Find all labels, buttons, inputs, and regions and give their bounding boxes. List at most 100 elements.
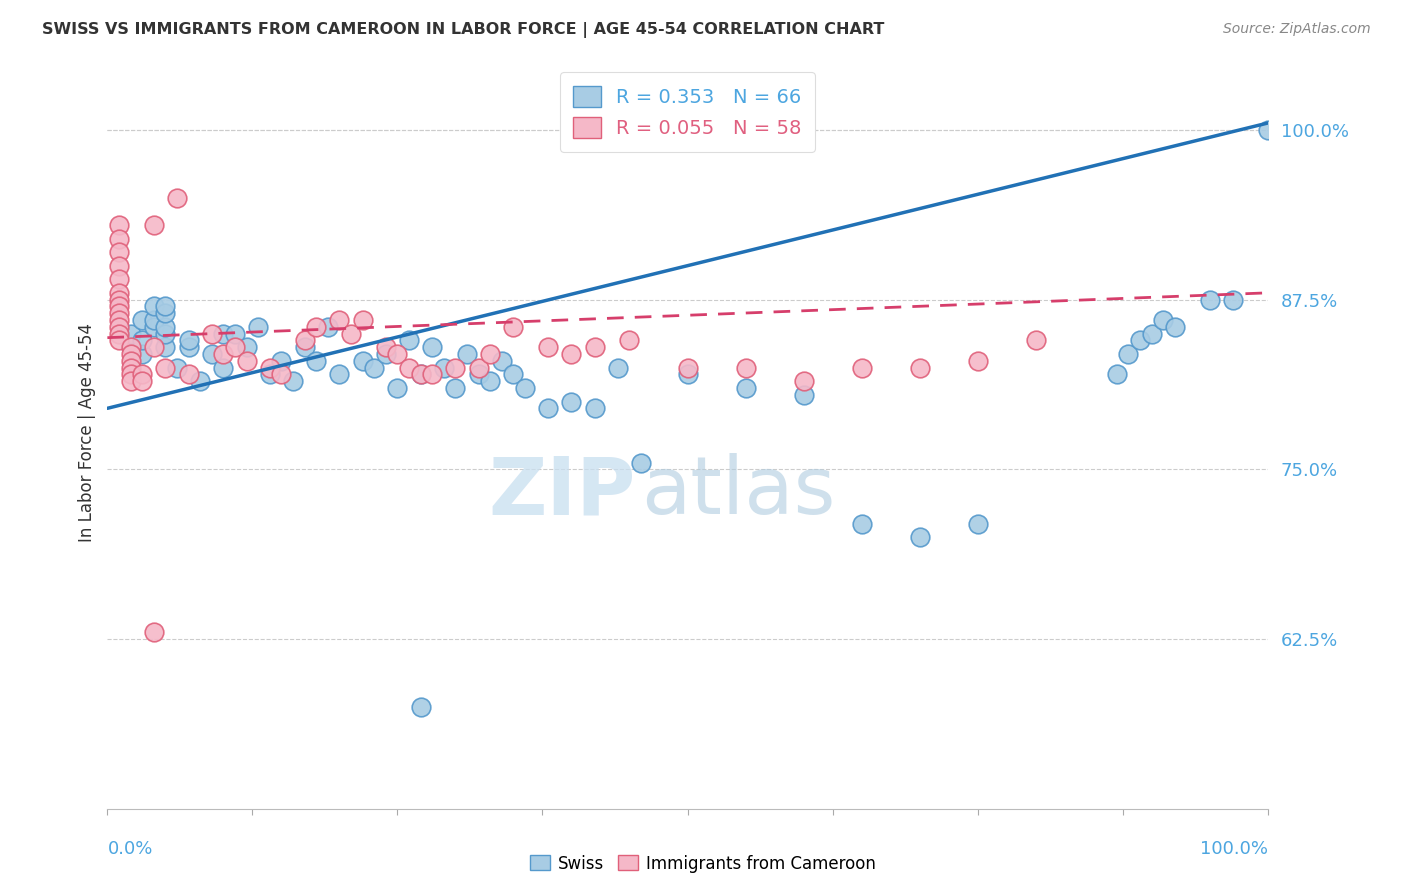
- Point: [316, 319, 339, 334]
- Point: [120, 360, 142, 375]
- Point: [1025, 334, 1047, 348]
- Point: [259, 368, 281, 382]
- Point: [247, 319, 270, 334]
- Point: [502, 368, 524, 382]
- Point: [108, 231, 131, 245]
- Legend: Swiss, Immigrants from Cameroon: Swiss, Immigrants from Cameroon: [523, 848, 883, 880]
- Point: [212, 360, 235, 375]
- Point: [387, 347, 409, 361]
- Point: [583, 401, 606, 416]
- Point: [583, 340, 606, 354]
- Point: [120, 353, 142, 368]
- Point: [270, 368, 292, 382]
- Point: [155, 306, 177, 320]
- Point: [363, 360, 385, 375]
- Point: [734, 381, 756, 395]
- Point: [352, 313, 374, 327]
- Point: [108, 300, 131, 314]
- Text: ZIP: ZIP: [488, 453, 636, 532]
- Point: [131, 334, 153, 348]
- Point: [108, 326, 131, 341]
- Point: [409, 368, 432, 382]
- Point: [1164, 319, 1187, 334]
- Point: [676, 368, 699, 382]
- Text: 0.0%: 0.0%: [107, 840, 153, 858]
- Point: [131, 313, 153, 327]
- Text: Source: ZipAtlas.com: Source: ZipAtlas.com: [1223, 22, 1371, 37]
- Point: [120, 340, 142, 354]
- Point: [560, 394, 582, 409]
- Point: [155, 360, 177, 375]
- Point: [166, 360, 188, 375]
- Point: [108, 313, 131, 327]
- Point: [270, 353, 292, 368]
- Point: [328, 368, 350, 382]
- Point: [1105, 368, 1128, 382]
- Point: [305, 319, 328, 334]
- Point: [259, 360, 281, 375]
- Point: [467, 360, 489, 375]
- Point: [1198, 293, 1220, 307]
- Point: [444, 360, 467, 375]
- Point: [108, 285, 131, 300]
- Point: [142, 319, 165, 334]
- Point: [131, 368, 153, 382]
- Point: [224, 326, 246, 341]
- Point: [1152, 313, 1174, 327]
- Point: [420, 368, 443, 382]
- Point: [108, 293, 131, 307]
- Point: [224, 340, 246, 354]
- Point: [142, 300, 165, 314]
- Point: [966, 516, 988, 531]
- Point: [120, 340, 142, 354]
- Point: [851, 360, 873, 375]
- Point: [456, 347, 478, 361]
- Point: [131, 374, 153, 388]
- Point: [212, 347, 235, 361]
- Legend: R = 0.353   N = 66, R = 0.055   N = 58: R = 0.353 N = 66, R = 0.055 N = 58: [560, 72, 815, 152]
- Point: [851, 516, 873, 531]
- Point: [155, 300, 177, 314]
- Point: [398, 334, 420, 348]
- Point: [502, 319, 524, 334]
- Point: [235, 353, 257, 368]
- Point: [792, 374, 814, 388]
- Point: [1118, 347, 1140, 361]
- Point: [108, 218, 131, 232]
- Point: [201, 347, 224, 361]
- Point: [433, 360, 456, 375]
- Point: [108, 245, 131, 260]
- Point: [513, 381, 536, 395]
- Point: [281, 374, 304, 388]
- Point: [479, 374, 502, 388]
- Point: [619, 334, 641, 348]
- Point: [1257, 123, 1279, 137]
- Point: [155, 340, 177, 354]
- Point: [108, 319, 131, 334]
- Point: [908, 360, 931, 375]
- Point: [188, 374, 211, 388]
- Point: [374, 340, 396, 354]
- Point: [155, 326, 177, 341]
- Point: [131, 347, 153, 361]
- Point: [792, 388, 814, 402]
- Point: [908, 530, 931, 544]
- Y-axis label: In Labor Force | Age 45-54: In Labor Force | Age 45-54: [79, 323, 96, 541]
- Point: [166, 191, 188, 205]
- Point: [734, 360, 756, 375]
- Point: [606, 360, 628, 375]
- Point: [479, 347, 502, 361]
- Point: [142, 625, 165, 640]
- Point: [142, 340, 165, 354]
- Point: [294, 334, 316, 348]
- Point: [676, 360, 699, 375]
- Point: [409, 368, 432, 382]
- Point: [537, 401, 560, 416]
- Text: SWISS VS IMMIGRANTS FROM CAMEROON IN LABOR FORCE | AGE 45-54 CORRELATION CHART: SWISS VS IMMIGRANTS FROM CAMEROON IN LAB…: [42, 22, 884, 38]
- Point: [444, 381, 467, 395]
- Point: [120, 326, 142, 341]
- Point: [966, 353, 988, 368]
- Point: [491, 353, 513, 368]
- Point: [467, 368, 489, 382]
- Point: [1129, 334, 1152, 348]
